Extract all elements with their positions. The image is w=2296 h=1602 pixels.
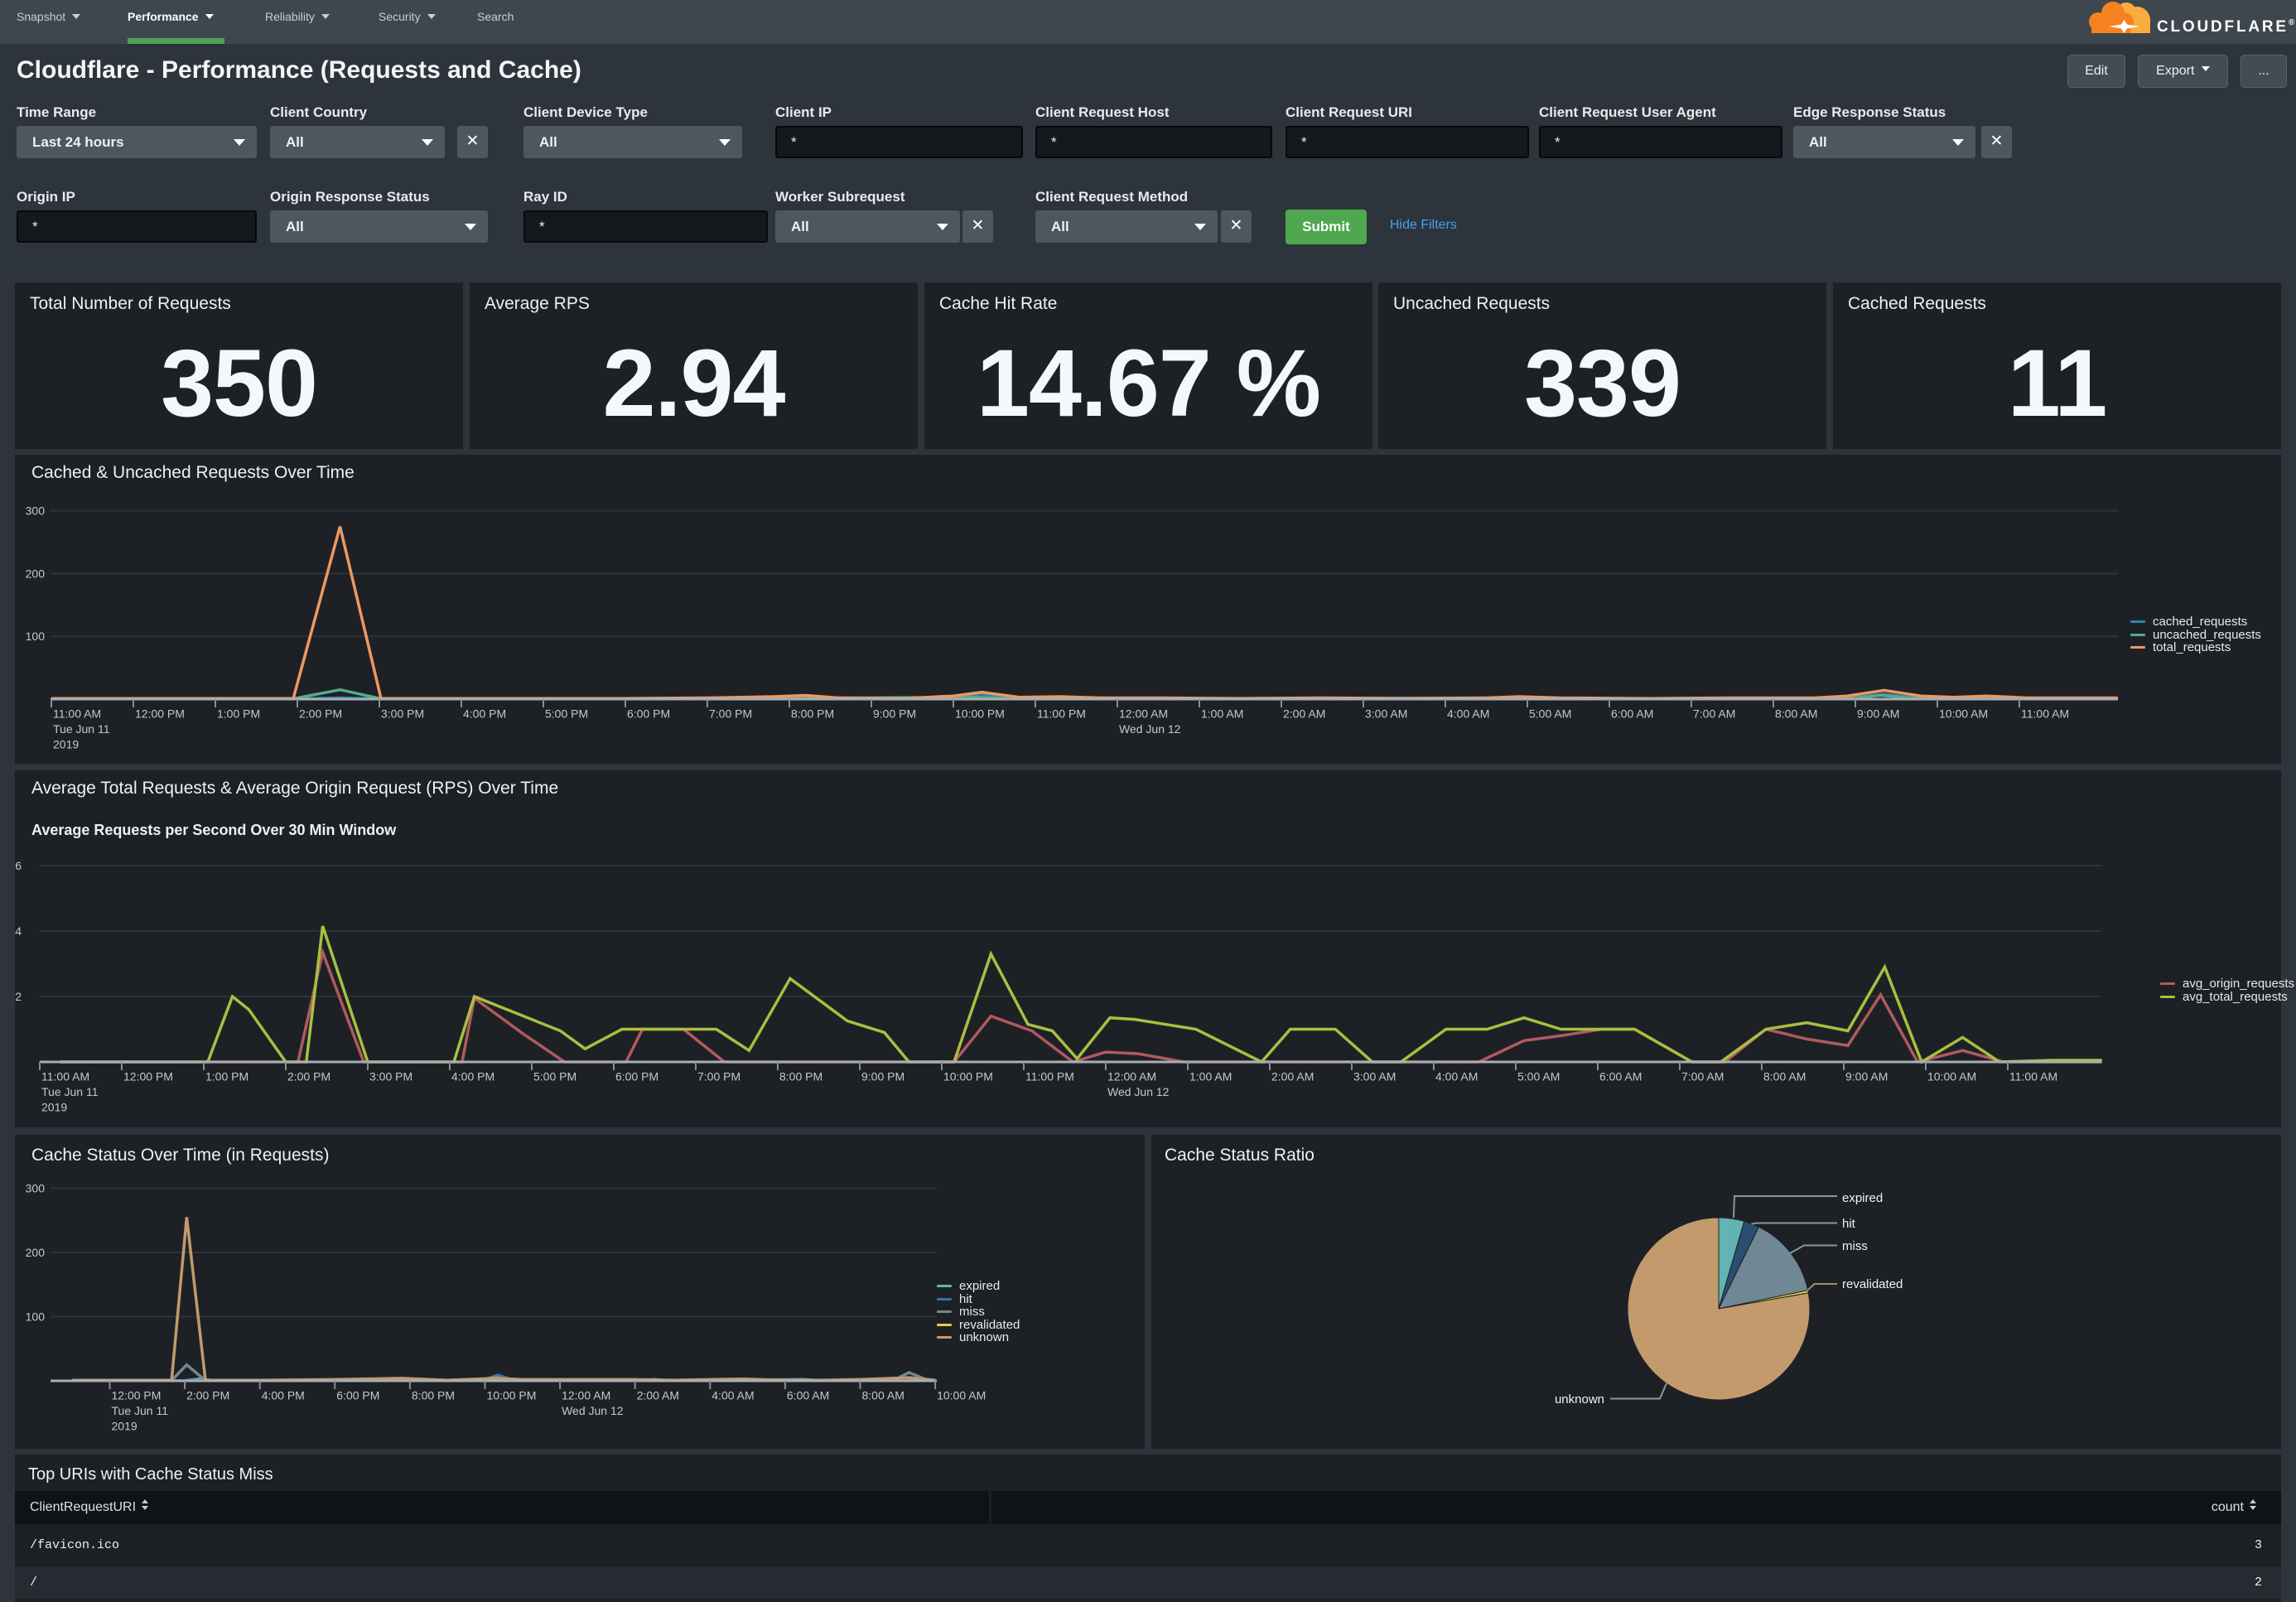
- svg-text:hit: hit: [1842, 1217, 1856, 1231]
- svg-text:4:00 PM: 4:00 PM: [463, 707, 506, 721]
- svg-text:2:00 AM: 2:00 AM: [637, 1389, 679, 1402]
- svg-text:Tue Jun 11: Tue Jun 11: [53, 722, 110, 736]
- svg-text:2:00 PM: 2:00 PM: [287, 1070, 330, 1083]
- svg-text:2019: 2019: [112, 1420, 137, 1433]
- svg-text:10:00 PM: 10:00 PM: [943, 1070, 993, 1083]
- svg-text:10:00 PM: 10:00 PM: [955, 707, 1005, 721]
- svg-text:unknown: unknown: [1555, 1392, 1604, 1407]
- svg-text:4:00 AM: 4:00 AM: [711, 1389, 754, 1402]
- svg-text:10:00 AM: 10:00 AM: [1939, 707, 1988, 721]
- svg-text:3:00 PM: 3:00 PM: [381, 707, 424, 721]
- svg-text:expired: expired: [1842, 1191, 1883, 1205]
- svg-text:miss: miss: [1842, 1239, 1868, 1253]
- svg-text:300: 300: [26, 504, 46, 518]
- svg-text:Wed Jun 12: Wed Jun 12: [562, 1404, 624, 1417]
- svg-text:4:00 AM: 4:00 AM: [1447, 707, 1489, 721]
- svg-text:11:00 AM: 11:00 AM: [41, 1070, 89, 1083]
- svg-text:9:00 PM: 9:00 PM: [861, 1070, 904, 1083]
- svg-text:7:00 AM: 7:00 AM: [1693, 707, 1735, 721]
- svg-text:10:00 PM: 10:00 PM: [487, 1389, 537, 1402]
- svg-text:1:00 AM: 1:00 AM: [1201, 707, 1243, 721]
- svg-text:8:00 AM: 8:00 AM: [862, 1389, 904, 1402]
- svg-text:3:00 AM: 3:00 AM: [1353, 1070, 1396, 1083]
- svg-text:100: 100: [26, 630, 46, 643]
- svg-text:200: 200: [26, 1246, 46, 1259]
- svg-text:6: 6: [15, 859, 22, 872]
- svg-text:6:00 PM: 6:00 PM: [336, 1389, 379, 1402]
- svg-text:200: 200: [26, 567, 46, 580]
- svg-text:5:00 AM: 5:00 AM: [1529, 707, 1571, 721]
- svg-text:11:00 AM: 11:00 AM: [2021, 707, 2069, 721]
- svg-text:2019: 2019: [41, 1101, 67, 1114]
- svg-text:11:00 PM: 11:00 PM: [1025, 1070, 1074, 1083]
- svg-text:8:00 PM: 8:00 PM: [412, 1389, 455, 1402]
- svg-text:12:00 PM: 12:00 PM: [123, 1070, 173, 1083]
- svg-text:300: 300: [26, 1182, 46, 1195]
- svg-text:Tue Jun 11: Tue Jun 11: [112, 1404, 169, 1417]
- svg-text:3:00 PM: 3:00 PM: [369, 1070, 412, 1083]
- svg-text:11:00 PM: 11:00 PM: [1037, 707, 1086, 721]
- svg-text:2:00 PM: 2:00 PM: [186, 1389, 229, 1402]
- svg-text:2: 2: [15, 990, 22, 1003]
- svg-text:5:00 AM: 5:00 AM: [1517, 1070, 1560, 1083]
- svg-text:5:00 PM: 5:00 PM: [545, 707, 588, 721]
- svg-text:6:00 AM: 6:00 AM: [1611, 707, 1653, 721]
- svg-text:1:00 AM: 1:00 AM: [1189, 1070, 1232, 1083]
- svg-text:8:00 PM: 8:00 PM: [791, 707, 834, 721]
- svg-text:9:00 AM: 9:00 AM: [1857, 707, 1899, 721]
- svg-text:2:00 PM: 2:00 PM: [299, 707, 342, 721]
- svg-text:6:00 PM: 6:00 PM: [627, 707, 670, 721]
- svg-text:100: 100: [26, 1310, 46, 1324]
- svg-text:11:00 AM: 11:00 AM: [2009, 1070, 2057, 1083]
- svg-text:7:00 PM: 7:00 PM: [697, 1070, 740, 1083]
- svg-text:2:00 AM: 2:00 AM: [1283, 707, 1325, 721]
- svg-text:6:00 AM: 6:00 AM: [1599, 1070, 1642, 1083]
- svg-text:8:00 AM: 8:00 AM: [1775, 707, 1817, 721]
- svg-text:6:00 AM: 6:00 AM: [787, 1389, 829, 1402]
- svg-text:2019: 2019: [53, 738, 79, 751]
- svg-text:8:00 AM: 8:00 AM: [1763, 1070, 1806, 1083]
- svg-text:12:00 AM: 12:00 AM: [562, 1389, 610, 1402]
- svg-text:6:00 PM: 6:00 PM: [615, 1070, 658, 1083]
- svg-text:4:00 PM: 4:00 PM: [262, 1389, 305, 1402]
- svg-text:10:00 AM: 10:00 AM: [1927, 1070, 1976, 1083]
- svg-text:1:00 PM: 1:00 PM: [205, 1070, 248, 1083]
- svg-text:4:00 AM: 4:00 AM: [1435, 1070, 1478, 1083]
- svg-text:7:00 PM: 7:00 PM: [709, 707, 752, 721]
- svg-text:7:00 AM: 7:00 AM: [1681, 1070, 1724, 1083]
- svg-text:12:00 AM: 12:00 AM: [1107, 1070, 1156, 1083]
- svg-text:10:00 AM: 10:00 AM: [937, 1389, 986, 1402]
- svg-text:Tue Jun 11: Tue Jun 11: [41, 1085, 99, 1098]
- svg-text:4:00 PM: 4:00 PM: [451, 1070, 494, 1083]
- svg-text:revalidated: revalidated: [1842, 1277, 1903, 1291]
- svg-text:5:00 PM: 5:00 PM: [533, 1070, 576, 1083]
- svg-text:12:00 PM: 12:00 PM: [135, 707, 185, 721]
- svg-text:4: 4: [15, 924, 22, 938]
- svg-text:Wed Jun 12: Wed Jun 12: [1107, 1085, 1170, 1098]
- svg-text:2:00 AM: 2:00 AM: [1271, 1070, 1314, 1083]
- svg-text:12:00 AM: 12:00 AM: [1119, 707, 1168, 721]
- svg-text:9:00 PM: 9:00 PM: [873, 707, 916, 721]
- svg-text:3:00 AM: 3:00 AM: [1365, 707, 1407, 721]
- svg-text:11:00 AM: 11:00 AM: [53, 707, 101, 721]
- svg-text:12:00 PM: 12:00 PM: [112, 1389, 162, 1402]
- svg-text:9:00 AM: 9:00 AM: [1845, 1070, 1888, 1083]
- svg-text:1:00 PM: 1:00 PM: [217, 707, 260, 721]
- svg-text:8:00 PM: 8:00 PM: [779, 1070, 822, 1083]
- svg-text:Wed Jun 12: Wed Jun 12: [1119, 722, 1181, 736]
